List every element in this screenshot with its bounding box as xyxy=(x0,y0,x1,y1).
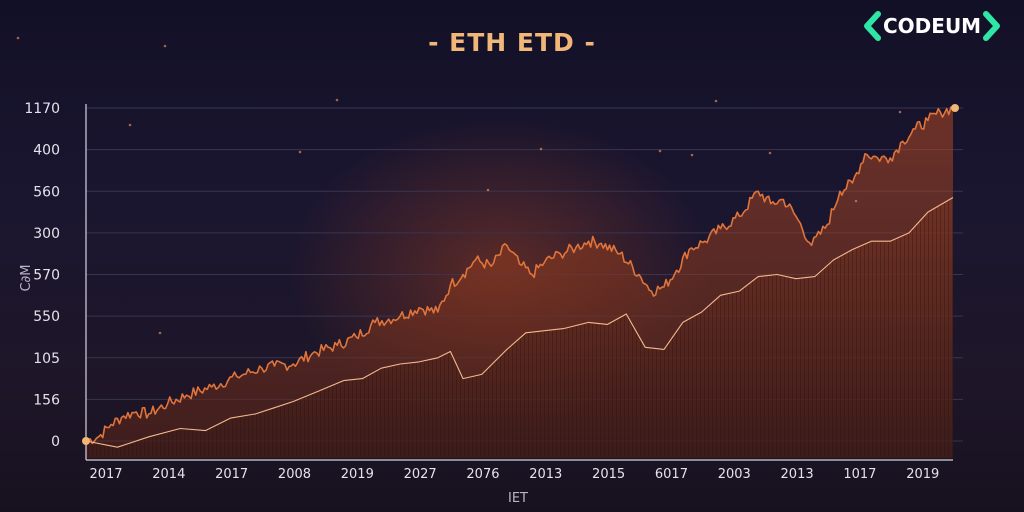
background-star xyxy=(854,199,858,203)
y-tick-label: 156 xyxy=(33,392,60,408)
x-tick-label: 2017 xyxy=(89,467,122,482)
x-tick-label: 2008 xyxy=(278,467,311,482)
start-point-marker xyxy=(82,437,90,445)
background-star xyxy=(658,149,662,153)
y-tick-label: 105 xyxy=(33,351,60,367)
y-tick-label: 550 xyxy=(33,309,60,325)
codeum-logo: CODEUM xyxy=(862,10,1002,42)
y-tick-label: 0 xyxy=(51,434,60,450)
lower-series-hatch xyxy=(86,197,953,458)
lower-series-line xyxy=(85,197,954,448)
background-star xyxy=(768,151,772,155)
upper-series-line xyxy=(85,106,954,445)
x-tick-labels: 2017 2014 2017 2008 2019 2027 2076 2013 2015 6017… xyxy=(89,467,939,482)
x-tick-label: 2013 xyxy=(781,467,814,482)
x-tick-label: 6017 xyxy=(655,467,688,482)
y-axis-label: C∂M xyxy=(19,264,34,291)
series-lines xyxy=(85,106,954,448)
background-star xyxy=(163,44,167,48)
right-chevron-icon xyxy=(983,11,1001,41)
x-tick-label: 2019 xyxy=(341,467,374,482)
area-fills xyxy=(86,107,953,458)
x-tick-label: 2014 xyxy=(152,467,185,482)
x-tick-label: 2015 xyxy=(592,467,625,482)
end-point-marker xyxy=(951,104,959,112)
background-star xyxy=(486,188,490,192)
y-tick-labels: 0 156 105 550 570 300 560 400 1170 xyxy=(24,101,60,450)
background-star xyxy=(539,147,543,151)
y-tick-label: 1170 xyxy=(24,101,60,117)
x-tick-label: 2027 xyxy=(404,467,437,482)
left-chevron-icon xyxy=(864,11,881,41)
logo-text: CODEUM xyxy=(883,14,982,38)
x-tick-label: 1017 xyxy=(843,467,876,482)
y-tick-label: 300 xyxy=(33,226,60,242)
y-tick-label: 560 xyxy=(33,184,60,200)
x-tick-label: 2019 xyxy=(906,467,939,482)
axes xyxy=(85,104,953,461)
x-tick-label: 2076 xyxy=(466,467,499,482)
background-star xyxy=(690,153,694,157)
background-star xyxy=(714,99,718,103)
background-star xyxy=(898,110,902,114)
end-markers xyxy=(16,36,959,445)
background-star xyxy=(158,331,162,335)
background-star xyxy=(335,98,339,102)
background-star xyxy=(16,36,20,40)
x-axis-label: IET xyxy=(508,491,528,506)
y-tick-label: 570 xyxy=(33,268,60,284)
chart-title: - ETH ETD - xyxy=(428,28,596,57)
x-tick-label: 2003 xyxy=(718,467,751,482)
background-star xyxy=(298,150,302,154)
y-tick-label: 400 xyxy=(33,143,60,159)
x-tick-label: 2017 xyxy=(215,467,248,482)
background-star xyxy=(128,123,132,127)
x-tick-label: 2013 xyxy=(529,467,562,482)
